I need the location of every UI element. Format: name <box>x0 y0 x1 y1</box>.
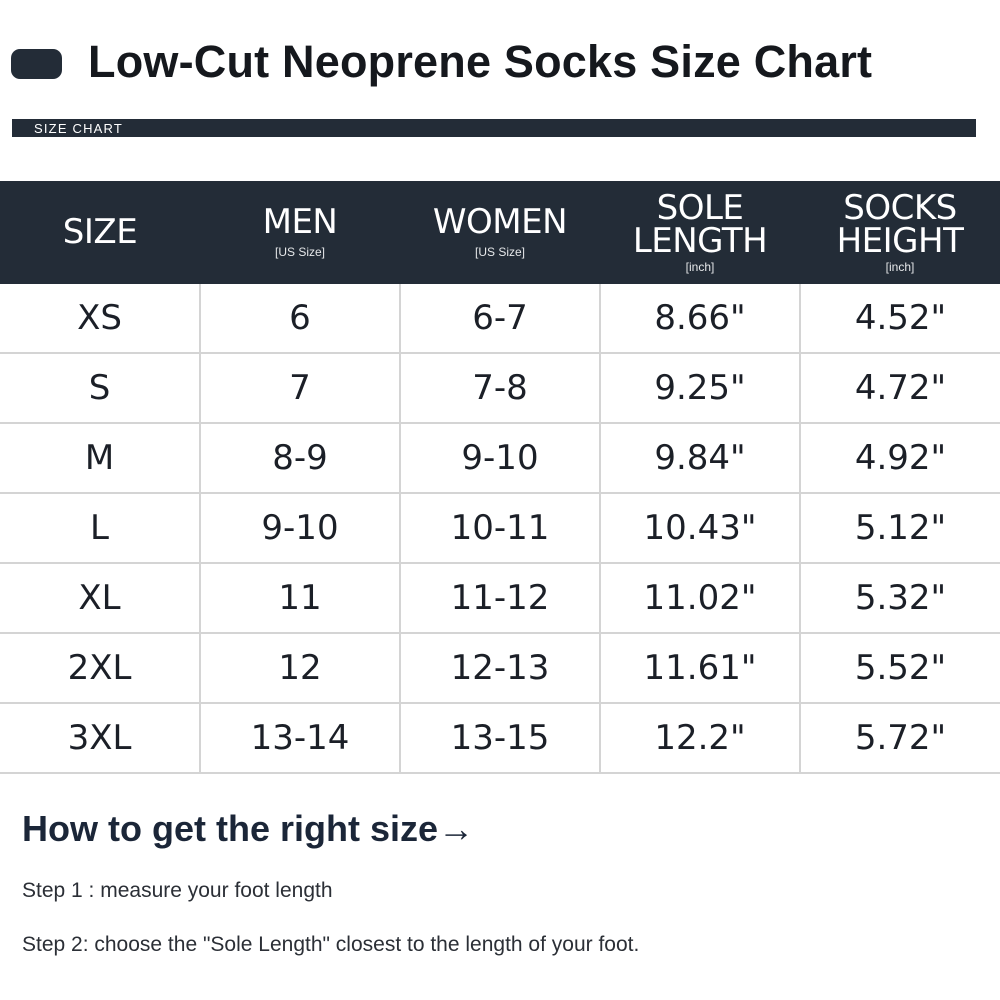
header-socks-height: SOCKS HEIGHT [inch] <box>800 181 1000 284</box>
cell-socks-height: 4.52" <box>800 284 1000 354</box>
cell-socks-height: 4.92" <box>800 423 1000 494</box>
step-2-text: Step 2: choose the "Sole Length" closest… <box>22 933 640 956</box>
header-label: SOCKS HEIGHT <box>836 187 964 261</box>
cell-women: 7-8 <box>400 353 601 424</box>
header-label: SOLE LENGTH <box>632 187 768 261</box>
cell-socks-height: 5.12" <box>800 493 1000 564</box>
title-marker <box>11 49 62 79</box>
cell-socks-height: 5.32" <box>800 563 1000 634</box>
cell-socks-height: 5.52" <box>800 633 1000 704</box>
cell-sole-length: 9.25" <box>600 353 801 424</box>
cell-sole-length: 9.84" <box>600 423 801 494</box>
cell-women: 10-11 <box>400 493 601 564</box>
table-row: L 9-10 10-11 10.43" 5.12" <box>0 493 1000 564</box>
step-1-text: Step 1 : measure your foot length <box>22 879 333 902</box>
banner-label: SIZE CHART <box>34 121 124 136</box>
header-label: SIZE <box>62 212 138 252</box>
cell-men: 9-10 <box>200 493 401 564</box>
cell-size: S <box>0 353 201 424</box>
table-row: XL 11 11-12 11.02" 5.32" <box>0 563 1000 634</box>
header-sole-length: SOLE LENGTH [inch] <box>600 181 800 284</box>
cell-men: 8-9 <box>200 423 401 494</box>
table-row: S 7 7-8 9.25" 4.72" <box>0 353 1000 424</box>
howto-heading: How to get the right size→ <box>22 808 475 849</box>
header-unit: [US Size] <box>274 245 325 259</box>
cell-size: M <box>0 423 201 494</box>
cell-sole-length: 12.2" <box>600 703 801 774</box>
table-row: 3XL 13-14 13-15 12.2" 5.72" <box>0 703 1000 774</box>
header-unit: [US Size] <box>474 245 525 259</box>
cell-size: L <box>0 493 201 564</box>
header-label: MEN <box>262 202 338 242</box>
cell-men: 6 <box>200 284 401 354</box>
cell-sole-length: 11.61" <box>600 633 801 704</box>
cell-sole-length: 10.43" <box>600 493 801 564</box>
cell-women: 13-15 <box>400 703 601 774</box>
header-men: MEN [US Size] <box>200 181 400 284</box>
table-row: 2XL 12 12-13 11.61" 5.52" <box>0 633 1000 704</box>
header-size: SIZE <box>0 181 200 284</box>
cell-socks-height: 5.72" <box>800 703 1000 774</box>
header-unit: [inch] <box>885 259 915 274</box>
cell-women: 12-13 <box>400 633 601 704</box>
cell-size: 3XL <box>0 703 201 774</box>
header-label: WOMEN <box>432 202 568 242</box>
cell-size: 2XL <box>0 633 201 704</box>
cell-men: 12 <box>200 633 401 704</box>
cell-socks-height: 4.72" <box>800 353 1000 424</box>
cell-size: XS <box>0 284 201 354</box>
cell-women: 11-12 <box>400 563 601 634</box>
size-chart-banner: SIZE CHART <box>12 119 976 137</box>
cell-women: 6-7 <box>400 284 601 354</box>
cell-men: 13-14 <box>200 703 401 774</box>
header-row: SIZE MEN [US Size] WOMEN [US Size] SOLE … <box>0 181 1000 284</box>
cell-size: XL <box>0 563 201 634</box>
cell-sole-length: 11.02" <box>600 563 801 634</box>
table-row: XS 6 6-7 8.66" 4.52" <box>0 284 1000 354</box>
cell-sole-length: 8.66" <box>600 284 801 354</box>
page-title: Low-Cut Neoprene Socks Size Chart <box>88 36 873 87</box>
header-unit: [inch] <box>685 259 715 274</box>
cell-women: 9-10 <box>400 423 601 494</box>
cell-men: 11 <box>200 563 401 634</box>
table-row: M 8-9 9-10 9.84" 4.92" <box>0 423 1000 494</box>
cell-men: 7 <box>200 353 401 424</box>
header-women: WOMEN [US Size] <box>400 181 600 284</box>
size-table: SIZE MEN [US Size] WOMEN [US Size] SOLE … <box>0 181 1000 774</box>
